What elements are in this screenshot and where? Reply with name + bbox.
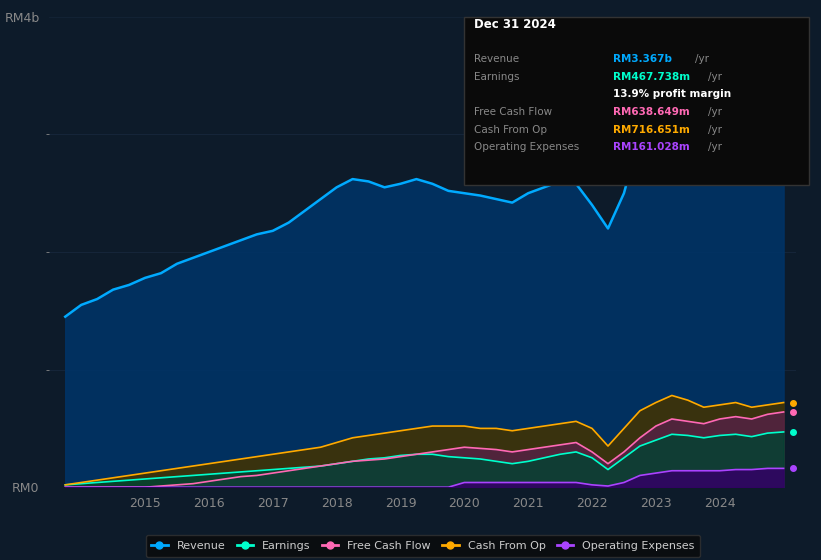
Text: 13.9% profit margin: 13.9% profit margin bbox=[613, 89, 732, 99]
Text: RM3.367b: RM3.367b bbox=[613, 54, 672, 64]
Text: /yr: /yr bbox=[708, 124, 722, 134]
Text: /yr: /yr bbox=[708, 142, 722, 152]
Text: RM161.028m: RM161.028m bbox=[613, 142, 690, 152]
Text: Revenue: Revenue bbox=[474, 54, 519, 64]
Text: RM716.651m: RM716.651m bbox=[613, 124, 690, 134]
Text: Free Cash Flow: Free Cash Flow bbox=[474, 107, 552, 117]
Text: Dec 31 2024: Dec 31 2024 bbox=[474, 18, 556, 31]
Text: /yr: /yr bbox=[695, 54, 709, 64]
Text: /yr: /yr bbox=[708, 107, 722, 117]
Legend: Revenue, Earnings, Free Cash Flow, Cash From Op, Operating Expenses: Revenue, Earnings, Free Cash Flow, Cash … bbox=[145, 535, 700, 557]
Text: RM638.649m: RM638.649m bbox=[613, 107, 690, 117]
Text: Earnings: Earnings bbox=[474, 72, 519, 82]
Text: RM467.738m: RM467.738m bbox=[613, 72, 690, 82]
Text: Cash From Op: Cash From Op bbox=[474, 124, 547, 134]
Text: Operating Expenses: Operating Expenses bbox=[474, 142, 579, 152]
Text: /yr: /yr bbox=[708, 72, 722, 82]
